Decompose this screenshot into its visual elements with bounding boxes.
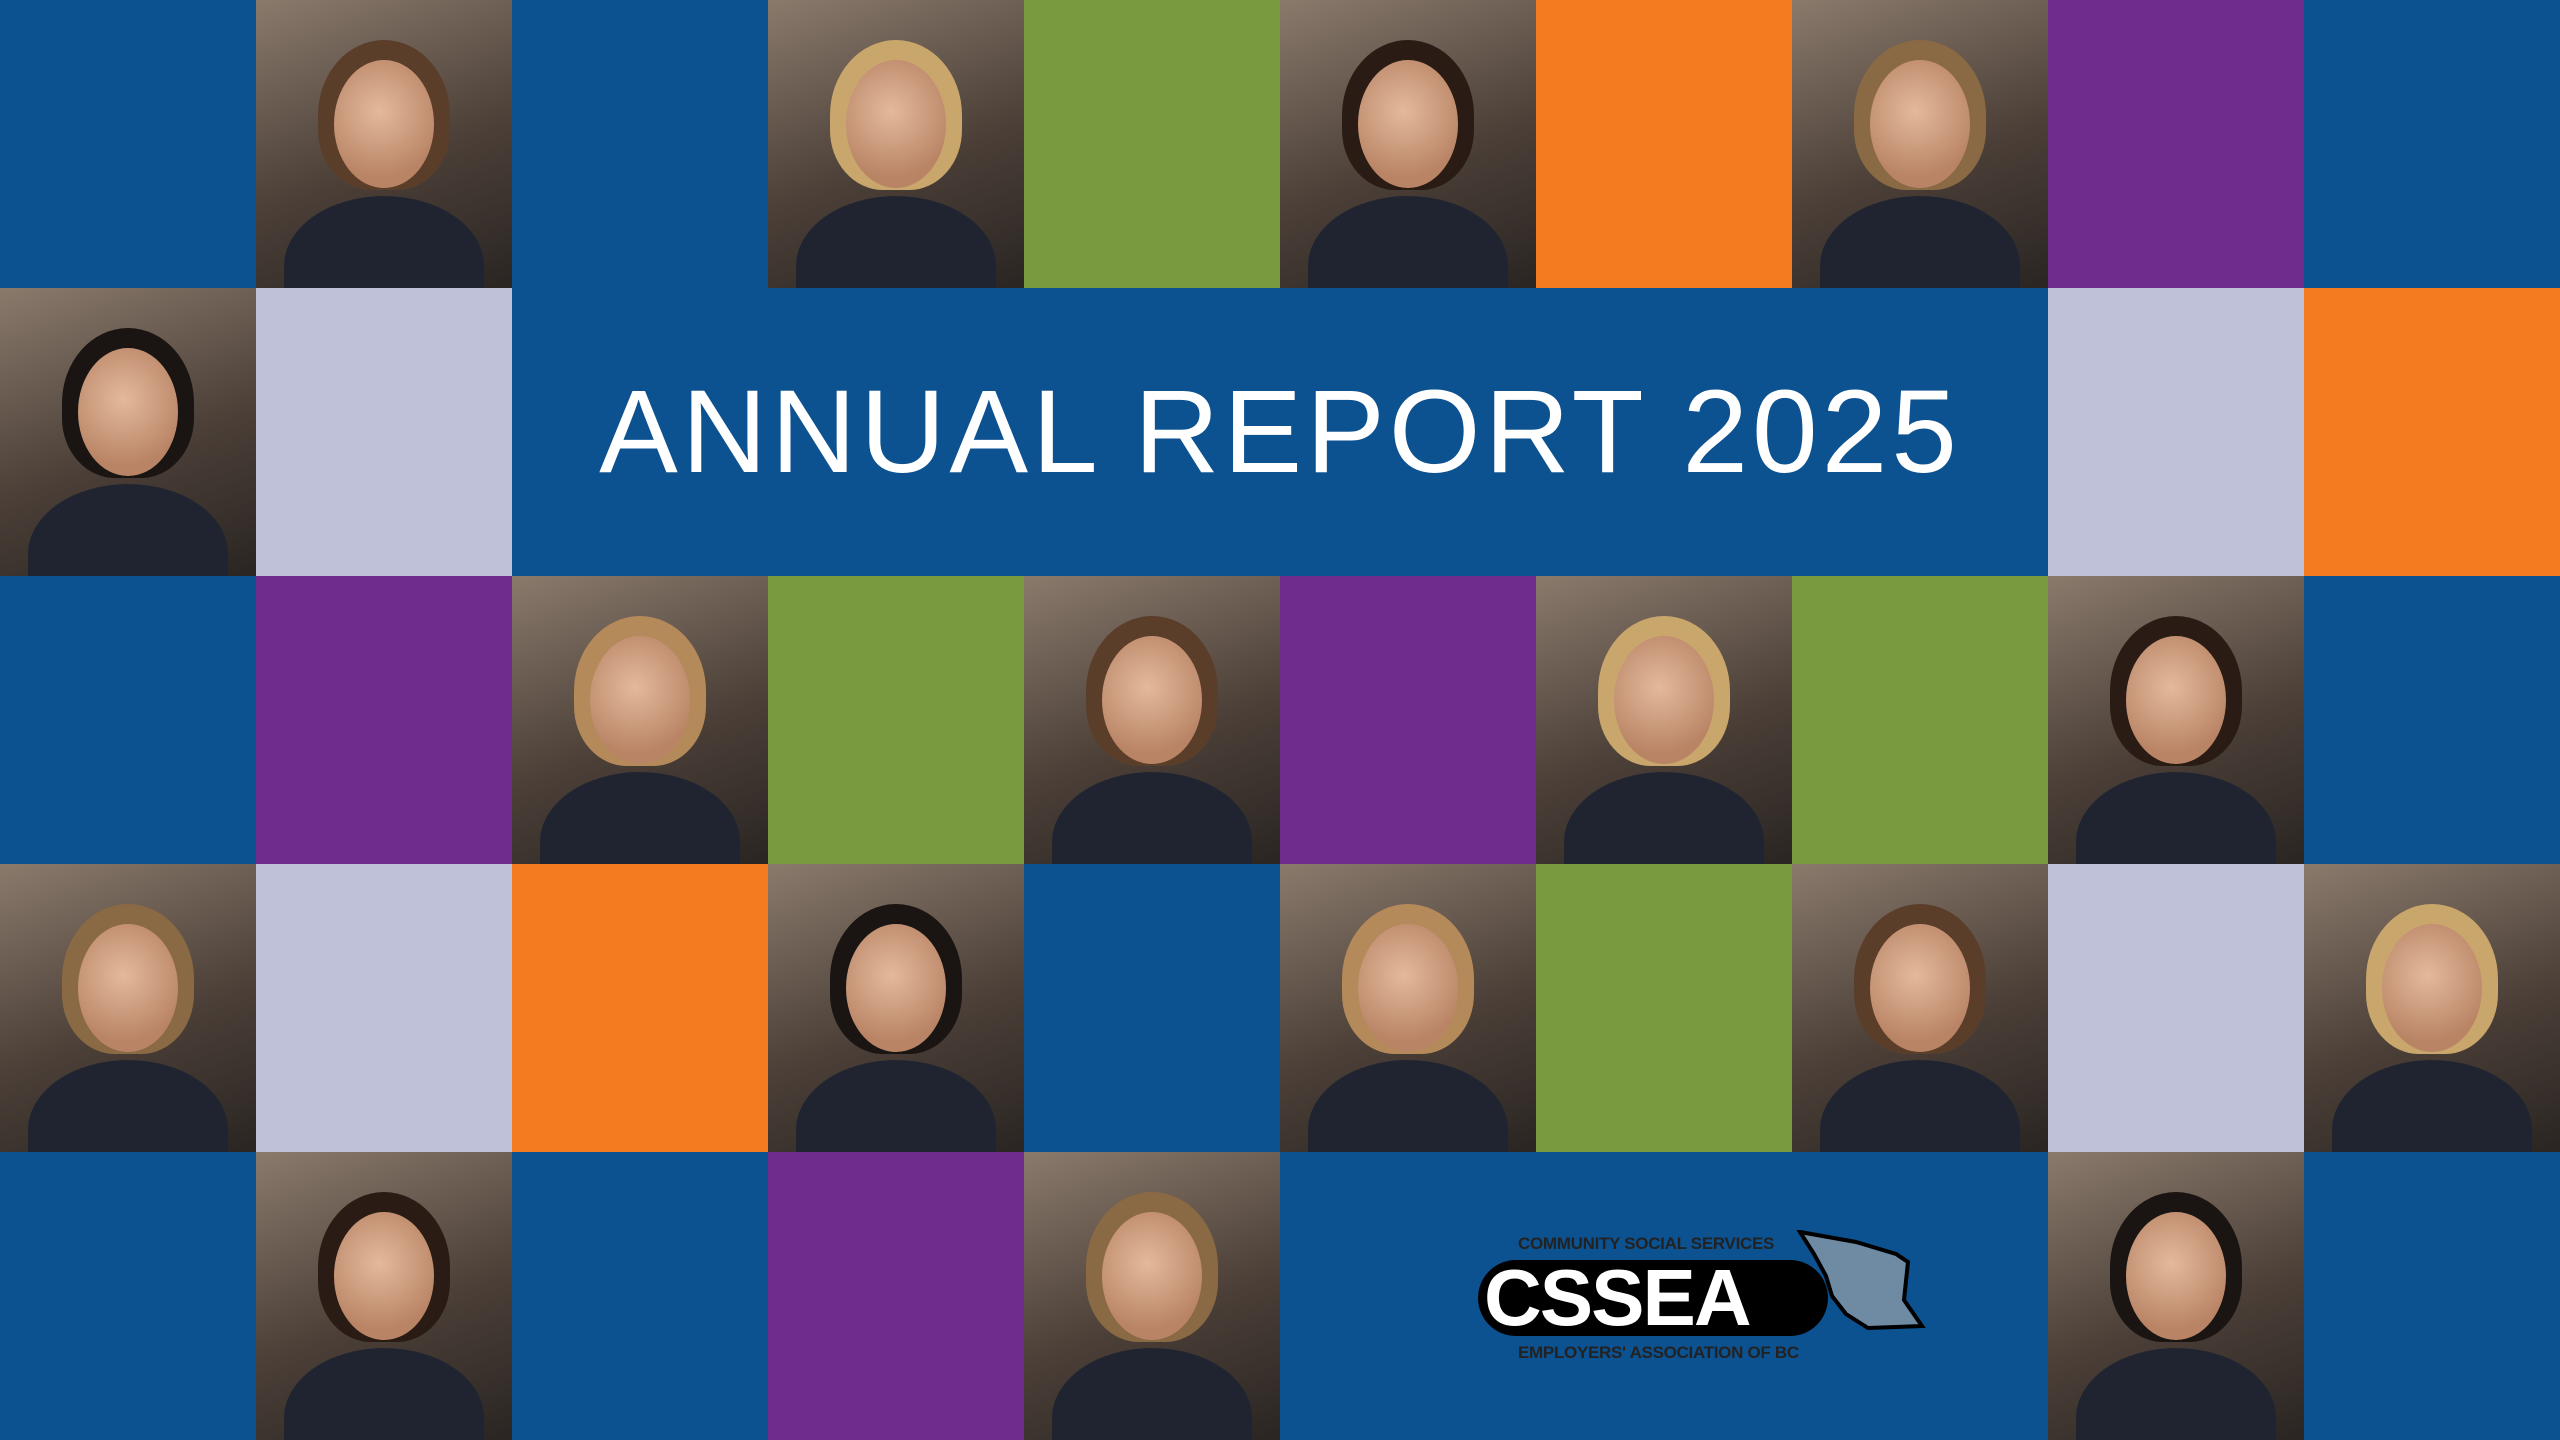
logo-bottom-text: EMPLOYERS' ASSOCIATION OF BC (1518, 1343, 1799, 1362)
portrait-photo (2304, 864, 2560, 1152)
green-color-tile (768, 576, 1024, 864)
portrait-face (78, 348, 178, 476)
purple-color-tile (2048, 0, 2304, 288)
portrait-face (1358, 924, 1458, 1052)
portrait-photo (0, 864, 256, 1152)
logo-pill (1478, 1260, 1828, 1336)
portrait-photo (2048, 576, 2304, 864)
portrait-face (846, 924, 946, 1052)
blue-color-tile (0, 1152, 256, 1440)
portrait-body (540, 772, 740, 864)
blue-color-tile (512, 1152, 768, 1440)
portrait-photo (2048, 1152, 2304, 1440)
portrait-face (1870, 924, 1970, 1052)
blue-color-tile (2304, 576, 2560, 864)
orange-color-tile (512, 864, 768, 1152)
green-color-tile (1536, 864, 1792, 1152)
cssea-logo: CSSEA COMMUNITY SOCIAL SERVICES EMPLOYER… (1478, 1230, 1928, 1370)
portrait-face (2382, 924, 2482, 1052)
portrait-face (78, 924, 178, 1052)
portrait-photo (1280, 864, 1536, 1152)
portrait-photo (1792, 0, 2048, 288)
logo-area: CSSEA COMMUNITY SOCIAL SERVICES EMPLOYER… (1280, 1152, 2048, 1440)
portrait-face (590, 636, 690, 764)
portrait-body (28, 484, 228, 576)
portrait-body (284, 1348, 484, 1440)
portrait-photo (768, 864, 1024, 1152)
portrait-face (1614, 636, 1714, 764)
bc-map-icon (1796, 1230, 1926, 1331)
portrait-face (2126, 636, 2226, 764)
portrait-photo (1280, 0, 1536, 288)
portrait-photo (1792, 864, 2048, 1152)
portrait-body (1820, 1060, 2020, 1152)
lavender-color-tile (2048, 288, 2304, 576)
blue-color-tile (512, 0, 768, 288)
lavender-color-tile (256, 864, 512, 1152)
portrait-body (796, 196, 996, 288)
lavender-color-tile (2048, 864, 2304, 1152)
portrait-photo (768, 0, 1024, 288)
orange-color-tile (2304, 288, 2560, 576)
blue-color-tile (0, 576, 256, 864)
portrait-body (2332, 1060, 2532, 1152)
title-banner: ANNUAL REPORT 2025 (512, 288, 2048, 576)
portrait-body (28, 1060, 228, 1152)
purple-color-tile (1280, 576, 1536, 864)
portrait-photo (256, 1152, 512, 1440)
portrait-face (1870, 60, 1970, 188)
portrait-body (1308, 1060, 1508, 1152)
blue-color-tile (1024, 864, 1280, 1152)
blue-color-tile (0, 0, 256, 288)
orange-color-tile (1536, 0, 1792, 288)
purple-color-tile (768, 1152, 1024, 1440)
portrait-face (334, 60, 434, 188)
portrait-body (1564, 772, 1764, 864)
portrait-body (284, 196, 484, 288)
lavender-color-tile (256, 288, 512, 576)
portrait-photo (0, 288, 256, 576)
green-color-tile (1792, 576, 2048, 864)
blue-color-tile (2304, 0, 2560, 288)
portrait-body (2076, 772, 2276, 864)
portrait-face (1102, 1212, 1202, 1340)
blue-color-tile (2304, 1152, 2560, 1440)
portrait-face (334, 1212, 434, 1340)
portrait-photo (512, 576, 768, 864)
portrait-body (1820, 196, 2020, 288)
portrait-photo (256, 0, 512, 288)
portrait-photo (1024, 576, 1280, 864)
logo-wordmark: CSSEA (1484, 1253, 1752, 1342)
green-color-tile (1024, 0, 1280, 288)
portrait-body (2076, 1348, 2276, 1440)
portrait-face (846, 60, 946, 188)
portrait-body (1052, 1348, 1252, 1440)
portrait-body (796, 1060, 996, 1152)
portrait-face (2126, 1212, 2226, 1340)
purple-color-tile (256, 576, 512, 864)
portrait-photo (1024, 1152, 1280, 1440)
portrait-face (1102, 636, 1202, 764)
portrait-face (1358, 60, 1458, 188)
portrait-photo (1536, 576, 1792, 864)
logo-top-text: COMMUNITY SOCIAL SERVICES (1518, 1234, 1775, 1253)
page-title: ANNUAL REPORT 2025 (599, 366, 1961, 498)
portrait-body (1308, 196, 1508, 288)
portrait-body (1052, 772, 1252, 864)
